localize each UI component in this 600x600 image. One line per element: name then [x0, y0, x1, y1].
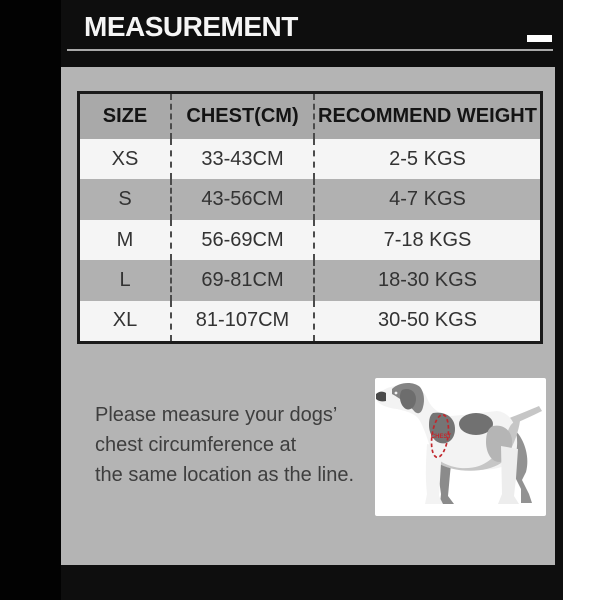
dog-far-hind-leg	[512, 430, 532, 503]
cell-size: S	[118, 188, 132, 211]
cell-weight: 30-50 KGS	[313, 300, 540, 342]
title-underline	[67, 49, 553, 51]
page-title: MEASUREMENT	[84, 11, 298, 42]
table-row: S 43-56CM 4-7 KGS	[80, 179, 540, 220]
note-line: the same location as the line.	[95, 464, 355, 486]
dog-figure-card: CHEST	[375, 378, 546, 516]
chest-label: CHEST	[431, 434, 452, 440]
cell-chest: 81-107CM	[170, 300, 313, 342]
note-line: chest circumference at	[95, 434, 297, 456]
cell-chest: 43-56CM	[170, 179, 313, 220]
content-panel: SIZE CHEST(CM) RECOMMEND WEIGHT XS 33-43…	[61, 67, 555, 565]
dog-illustration: CHEST	[376, 383, 542, 504]
dog-eye	[394, 391, 398, 395]
cell-weight: 2-5 KGS	[313, 139, 540, 180]
cell-size: XL	[112, 309, 138, 332]
column-header-chest: CHEST(CM)	[170, 94, 313, 139]
table-header-row: SIZE CHEST(CM) RECOMMEND WEIGHT	[80, 94, 540, 139]
table-row: XL 81-107CM 30-50 KGS	[80, 300, 540, 342]
dash-icon	[527, 35, 552, 42]
cell-chest: 56-69CM	[170, 219, 313, 261]
dog-nose	[376, 391, 386, 402]
dog-back-patch	[459, 413, 493, 435]
frame-left-edge	[0, 0, 61, 600]
cell-size: M	[116, 228, 134, 251]
table-row: L 69-81CM 18-30 KGS	[80, 260, 540, 301]
column-header-weight: RECOMMEND WEIGHT	[313, 94, 540, 139]
dog-near-hind-leg	[498, 446, 519, 504]
cell-chest: 69-81CM	[170, 260, 313, 301]
cell-chest: 33-43CM	[170, 139, 313, 180]
dog-near-front-leg	[425, 444, 443, 504]
measurement-note: Please measure your dogs’ chest circumfe…	[95, 400, 354, 490]
cell-weight: 7-18 KGS	[313, 219, 540, 261]
size-chart-table: SIZE CHEST(CM) RECOMMEND WEIGHT XS 33-43…	[77, 91, 543, 344]
table-row: M 56-69CM 7-18 KGS	[80, 219, 540, 261]
cell-weight: 4-7 KGS	[313, 179, 540, 220]
note-line: Please measure your dogs’	[95, 404, 338, 426]
cell-weight: 18-30 KGS	[313, 260, 540, 301]
column-header-size: SIZE	[102, 105, 148, 127]
table-row: XS 33-43CM 2-5 KGS	[80, 139, 540, 180]
cell-size: XS	[111, 147, 139, 170]
black-frame: MEASUREMENT SIZE CHEST(CM) RECOMMEND WEI…	[0, 0, 563, 600]
dog-ear	[399, 389, 416, 410]
cell-size: L	[119, 268, 131, 291]
